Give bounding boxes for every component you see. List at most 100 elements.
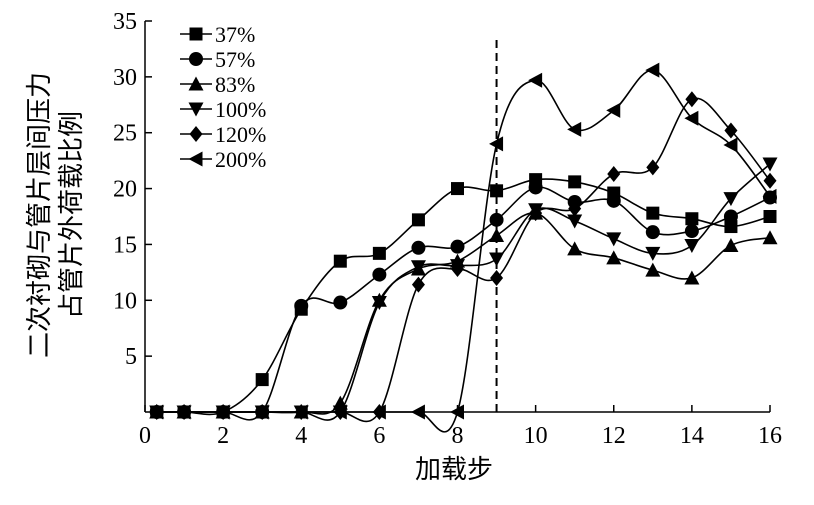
data-point (646, 159, 660, 176)
y-tick-label: 35 (113, 9, 137, 35)
data-point (645, 62, 660, 78)
data-point (724, 122, 738, 139)
x-tick-label: 6 (373, 423, 385, 449)
data-point (176, 404, 191, 420)
data-point (645, 225, 660, 240)
data-point (451, 261, 464, 278)
legend-label: 200% (215, 147, 266, 172)
x-tick-label: 14 (680, 423, 704, 449)
data-point (684, 239, 700, 254)
data-point (762, 188, 777, 204)
legend-label: 37% (215, 22, 255, 47)
data-point (489, 227, 505, 242)
legend-label: 57% (215, 47, 255, 72)
data-point (255, 373, 269, 387)
data-point (489, 136, 504, 152)
data-point (685, 212, 699, 226)
data-point (684, 224, 699, 239)
data-point (490, 269, 504, 286)
legend-item: 37% (180, 22, 255, 47)
x-axis-label: 加载步 (415, 455, 493, 485)
x-tick-label: 2 (217, 423, 229, 449)
data-point (490, 184, 504, 198)
data-point (372, 246, 386, 260)
data-point (411, 276, 425, 293)
y-tick-label: 5 (125, 344, 137, 370)
legend-marker (188, 102, 204, 117)
data-point (723, 238, 739, 253)
data-point (685, 91, 699, 108)
data-point (333, 295, 348, 310)
x-tick-label: 0 (139, 423, 151, 449)
data-point (684, 110, 699, 126)
data-point (645, 262, 661, 277)
data-point (723, 137, 738, 153)
data-point (451, 182, 464, 196)
data-point (333, 254, 347, 268)
x-tick-label: 10 (524, 423, 548, 449)
legend-marker (188, 76, 204, 91)
data-point (606, 250, 622, 265)
legend-marker (189, 126, 203, 142)
data-point (372, 267, 387, 282)
data-point (489, 212, 504, 227)
data-point (450, 404, 464, 420)
data-point (724, 220, 738, 234)
legend-item: 57% (180, 47, 255, 72)
y-tick-label: 10 (113, 288, 137, 314)
data-point (762, 230, 778, 245)
data-point (411, 240, 426, 255)
data-point (528, 180, 543, 195)
data-point (568, 200, 582, 217)
data-point (646, 206, 660, 220)
data-point (762, 157, 778, 172)
x-tick-label: 4 (295, 423, 307, 449)
y-tick-label: 30 (113, 65, 137, 91)
data-point (410, 404, 425, 420)
data-point (723, 192, 739, 207)
data-point (763, 172, 777, 189)
x-tick-label: 8 (452, 423, 464, 449)
legend-marker (189, 52, 203, 66)
data-point (568, 175, 582, 189)
data-point (567, 121, 582, 137)
data-point (528, 72, 543, 88)
x-tick-label: 16 (758, 423, 782, 449)
legend-item: 100% (180, 97, 266, 122)
data-point (606, 232, 622, 247)
legend-item: 83% (180, 72, 255, 97)
data-point (293, 404, 308, 420)
data-point (489, 252, 505, 267)
data-point (606, 193, 621, 208)
y-tick-label: 15 (113, 232, 137, 258)
legend-label: 100% (215, 97, 266, 122)
legend-item: 200% (180, 147, 266, 172)
data-point (215, 404, 230, 420)
y-axis-label-line-2: 占管片外荷载比例 (57, 111, 87, 319)
data-point (254, 404, 269, 420)
data-point (529, 205, 543, 222)
data-point (567, 214, 583, 229)
data-point (567, 241, 583, 256)
data-point (723, 209, 738, 224)
data-point (371, 404, 386, 420)
series-curve (156, 178, 771, 416)
data-point (410, 260, 426, 275)
data-point (645, 246, 661, 261)
data-point (294, 298, 309, 313)
series-line-37pct (156, 178, 771, 416)
legend-marker (188, 151, 203, 167)
legend-label: 83% (215, 72, 255, 97)
legend-label: 120% (215, 122, 266, 147)
data-point (763, 210, 777, 223)
legend-item: 120% (180, 122, 266, 147)
data-point (149, 404, 164, 420)
data-point (332, 404, 347, 420)
data-point (606, 102, 621, 118)
y-tick-label: 20 (113, 177, 137, 203)
data-point (607, 166, 621, 183)
data-point (411, 213, 425, 227)
data-point (684, 270, 700, 285)
